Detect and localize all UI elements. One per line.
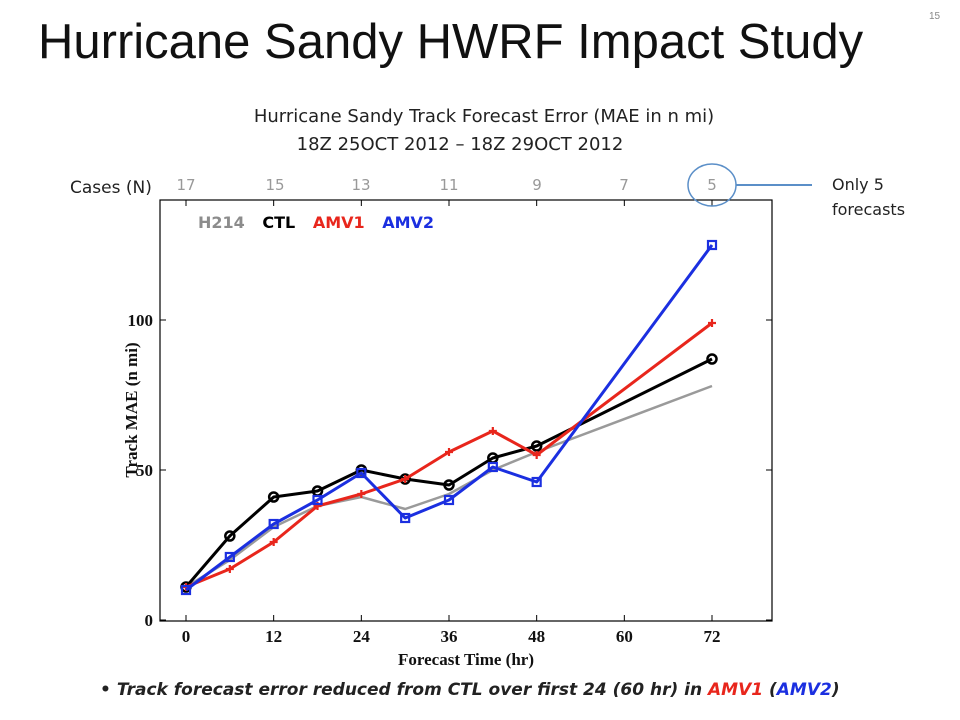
case-count: 5 bbox=[707, 176, 717, 194]
x-tick-label: 48 bbox=[528, 627, 545, 646]
point-amv1 bbox=[225, 565, 234, 573]
case-count: 15 bbox=[265, 176, 284, 194]
point-amv2 bbox=[487, 461, 498, 473]
chart-title-line1: Hurricane Sandy Track Forecast Error (MA… bbox=[253, 106, 715, 127]
point-amv2 bbox=[180, 584, 192, 596]
legend-amv2: AMV2 bbox=[382, 213, 435, 232]
callout-note: Only 5 forecasts bbox=[832, 175, 906, 219]
series-line-h214 bbox=[185, 384, 713, 589]
point-amv2 bbox=[400, 512, 411, 524]
plot-frame bbox=[159, 199, 773, 622]
bullet-dot: • bbox=[100, 680, 111, 700]
point-amv2 bbox=[706, 239, 718, 251]
bullet-amv2: AMV2 bbox=[776, 680, 832, 700]
series-line-amv2 bbox=[185, 244, 714, 592]
point-ctl bbox=[267, 491, 280, 503]
bullet-suffix: ) bbox=[831, 680, 840, 700]
x-tick-label: 0 bbox=[182, 627, 191, 646]
case-count: 11 bbox=[439, 176, 458, 194]
point-amv2 bbox=[443, 494, 455, 506]
y-axis-label: Track MAE (n mi) bbox=[122, 342, 141, 477]
point-amv2 bbox=[356, 467, 367, 479]
point-amv1 bbox=[269, 538, 278, 546]
x-axis-label: Forecast Time (hr) bbox=[398, 650, 534, 669]
point-amv1 bbox=[488, 427, 497, 435]
y-tick-label: 50 bbox=[136, 461, 153, 480]
point-amv1 bbox=[357, 490, 366, 498]
slide-title: Hurricane Sandy HWRF Impact Study bbox=[38, 15, 864, 69]
bullet-middle: ( bbox=[763, 680, 777, 700]
legend-h214: H214 bbox=[198, 213, 245, 232]
case-count: 9 bbox=[532, 176, 542, 194]
point-ctl bbox=[706, 353, 718, 365]
series-line-amv1 bbox=[185, 321, 713, 589]
point-amv1 bbox=[445, 448, 453, 456]
point-amv1 bbox=[708, 319, 716, 327]
case-count: 7 bbox=[619, 176, 629, 194]
bullet-amv1: AMV1 bbox=[708, 680, 764, 700]
point-amv1 bbox=[401, 475, 410, 483]
x-tick-label: 36 bbox=[441, 627, 458, 646]
point-ctl bbox=[530, 440, 543, 452]
page-number: 15 bbox=[929, 11, 941, 22]
bullet-point: • Track forecast error reduced from CTL o… bbox=[100, 680, 840, 700]
point-amv2 bbox=[531, 476, 542, 488]
legend: H214 CTL AMV1 AMV2 bbox=[198, 213, 446, 232]
case-count: 17 bbox=[176, 176, 195, 194]
legend-amv1: AMV1 bbox=[312, 213, 365, 232]
x-tick-label: 24 bbox=[353, 627, 371, 646]
x-tick-label: 12 bbox=[265, 627, 282, 646]
point-amv2 bbox=[312, 494, 323, 506]
cases-label: Cases (N) bbox=[70, 178, 152, 198]
point-ctl bbox=[443, 479, 455, 491]
x-tick-label: 72 bbox=[704, 627, 721, 646]
point-amv1 bbox=[532, 451, 541, 459]
point-amv2 bbox=[224, 551, 235, 563]
point-ctl bbox=[224, 530, 236, 542]
y-tick-label: 100 bbox=[128, 311, 154, 330]
series-line-ctl bbox=[184, 357, 713, 588]
y-tick-label: 0 bbox=[145, 611, 154, 630]
bullet-prefix: Track forecast error reduced from CTL ov… bbox=[116, 680, 708, 700]
case-count: 13 bbox=[351, 176, 370, 194]
point-amv2 bbox=[268, 518, 279, 530]
x-tick-label: 60 bbox=[616, 627, 633, 646]
legend-ctl: CTL bbox=[262, 213, 296, 232]
chart-title-line2: 18Z 25OCT 2012 – 18Z 29OCT 2012 bbox=[296, 134, 624, 155]
